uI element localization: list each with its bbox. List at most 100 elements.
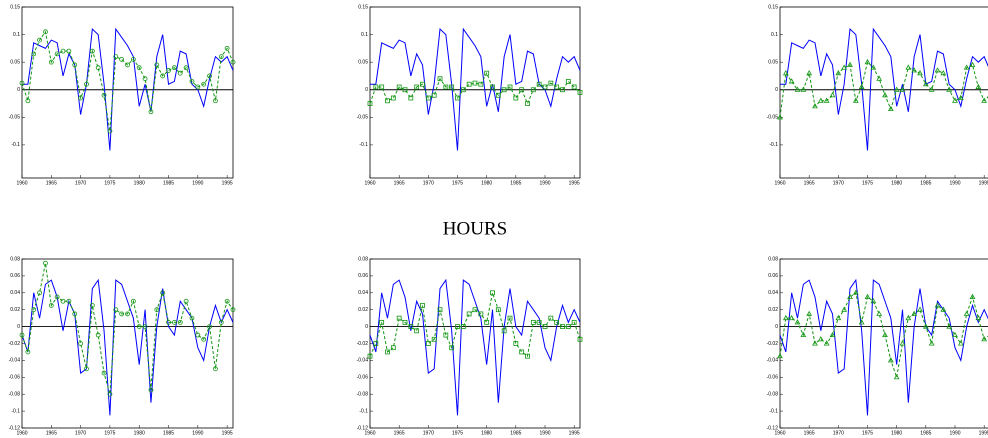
x-tick-label: 1975: [452, 180, 463, 186]
x-tick-label: 1980: [481, 430, 492, 436]
series-line: [21, 263, 234, 395]
marker: [449, 84, 455, 90]
y-tick-label: 0.08: [358, 256, 368, 262]
marker: [431, 336, 437, 342]
marker: [969, 293, 976, 300]
x-tick-label: 1990: [949, 180, 960, 186]
x-tick-label: 1965: [46, 180, 57, 186]
x-tick-label: 1980: [134, 180, 145, 186]
marker: [130, 57, 136, 62]
marker: [571, 319, 577, 325]
marker: [171, 319, 177, 325]
marker: [218, 319, 224, 325]
series-line: [369, 290, 581, 358]
marker: [981, 97, 988, 103]
y-tick-label: -0.06: [357, 375, 369, 381]
marker: [25, 349, 31, 355]
marker: [107, 391, 113, 397]
chart-title: HOURS: [443, 218, 507, 239]
series-line: [369, 278, 581, 416]
marker: [882, 92, 888, 98]
marker: [72, 62, 78, 68]
marker: [571, 84, 577, 90]
x-tick-label: 1995: [569, 180, 580, 186]
panel: 0.08 0.06 0.04 0.02 0 -0.02 -0.04 -0.06 -0.08 -0.…: [9, 256, 236, 436]
marker: [379, 84, 385, 90]
marker: [940, 69, 947, 76]
marker: [963, 310, 970, 316]
marker: [449, 345, 455, 351]
marker: [66, 298, 72, 304]
marker: [19, 332, 25, 338]
series-line: [779, 291, 988, 378]
marker: [230, 307, 236, 313]
x-tick-label: 1965: [46, 430, 57, 436]
x-tick-label: 1965: [394, 430, 405, 436]
y-tick-label: -0.1: [11, 142, 20, 148]
y-tick-label: 0.02: [10, 307, 20, 313]
y-tick-label: -0.04: [767, 358, 779, 364]
marker: [928, 86, 935, 92]
x-tick-label: 1995: [222, 180, 233, 186]
x-tick-label: 1970: [423, 430, 434, 436]
marker: [887, 357, 894, 363]
marker: [367, 101, 373, 106]
marker: [513, 95, 519, 101]
marker: [887, 105, 894, 112]
marker: [847, 61, 853, 67]
marker: [806, 69, 813, 76]
marker: [25, 98, 31, 104]
marker: [905, 314, 912, 321]
marker: [142, 76, 148, 82]
y-tick-label: 0.02: [768, 307, 778, 313]
x-tick-label: 1985: [510, 430, 521, 436]
marker: [829, 92, 836, 98]
marker: [981, 336, 988, 342]
marker: [934, 302, 941, 308]
marker: [373, 84, 379, 90]
marker: [189, 79, 195, 84]
x-tick-label: 1990: [192, 430, 203, 436]
marker: [66, 48, 72, 54]
x-tick-label: 1960: [16, 180, 27, 186]
marker: [466, 311, 472, 317]
marker: [530, 87, 536, 93]
marker: [554, 319, 560, 325]
marker: [548, 80, 554, 86]
marker: [525, 353, 530, 359]
x-tick-label: 1960: [774, 180, 785, 186]
marker: [443, 84, 449, 90]
x-tick-label: 1970: [75, 180, 86, 186]
marker: [911, 310, 918, 316]
marker: [207, 324, 212, 330]
marker: [823, 340, 830, 346]
marker: [858, 83, 865, 89]
marker: [213, 98, 218, 104]
marker: [507, 315, 513, 321]
marker: [230, 59, 236, 65]
marker: [577, 90, 583, 95]
x-tick-label: 1965: [394, 180, 405, 186]
marker: [154, 62, 160, 68]
marker: [43, 29, 48, 35]
marker: [420, 81, 425, 87]
plot-frame: [369, 6, 581, 179]
marker: [525, 101, 530, 106]
marker: [484, 319, 490, 325]
y-tick-label: -0.05: [357, 115, 369, 121]
marker: [560, 87, 565, 93]
y-tick-label: -0.05: [767, 115, 779, 121]
marker: [437, 76, 443, 82]
y-tick-label: -0.08: [767, 392, 779, 398]
marker: [60, 298, 66, 304]
marker: [48, 59, 54, 65]
marker: [218, 54, 224, 60]
marker: [565, 324, 571, 330]
marker: [975, 314, 982, 321]
marker: [154, 307, 160, 313]
marker: [922, 323, 929, 329]
marker: [119, 311, 125, 317]
y-tick-label: 0: [365, 87, 368, 93]
marker: [402, 319, 408, 325]
marker: [95, 65, 101, 71]
